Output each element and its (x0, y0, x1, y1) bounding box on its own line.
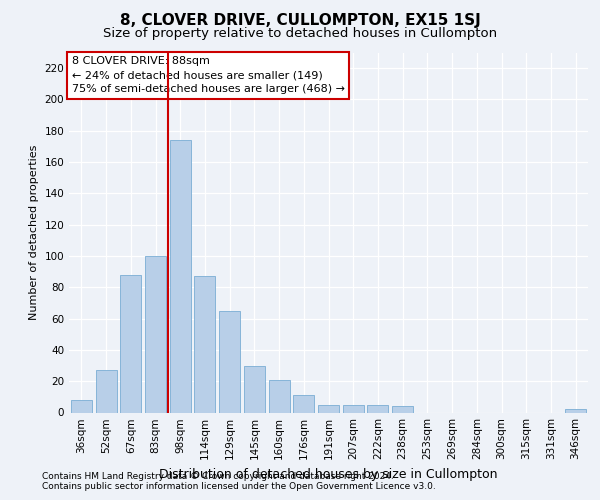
Bar (293, 396, 314, 412)
Bar (120, 275, 141, 412)
Y-axis label: Number of detached properties: Number of detached properties (29, 145, 39, 320)
Bar (71, 400, 92, 412)
Text: 8 CLOVER DRIVE: 88sqm
← 24% of detached houses are smaller (149)
75% of semi-det: 8 CLOVER DRIVE: 88sqm ← 24% of detached … (71, 56, 344, 94)
Bar (194, 276, 215, 412)
Text: Contains public sector information licensed under the Open Government Licence v3: Contains public sector information licen… (42, 482, 436, 491)
Bar (392, 406, 413, 412)
Text: 8, CLOVER DRIVE, CULLOMPTON, EX15 1SJ: 8, CLOVER DRIVE, CULLOMPTON, EX15 1SJ (119, 12, 481, 28)
Bar (367, 404, 388, 412)
Bar (219, 311, 240, 412)
Bar (343, 404, 364, 412)
Bar (170, 140, 191, 412)
Bar (318, 404, 339, 412)
Bar (565, 410, 586, 412)
X-axis label: Distribution of detached houses by size in Cullompton: Distribution of detached houses by size … (159, 468, 498, 481)
Text: Size of property relative to detached houses in Cullompton: Size of property relative to detached ho… (103, 28, 497, 40)
Text: Contains HM Land Registry data © Crown copyright and database right 2024.: Contains HM Land Registry data © Crown c… (42, 472, 394, 481)
Bar (95, 370, 116, 412)
Bar (269, 380, 290, 412)
Bar (145, 256, 166, 412)
Bar (244, 366, 265, 412)
